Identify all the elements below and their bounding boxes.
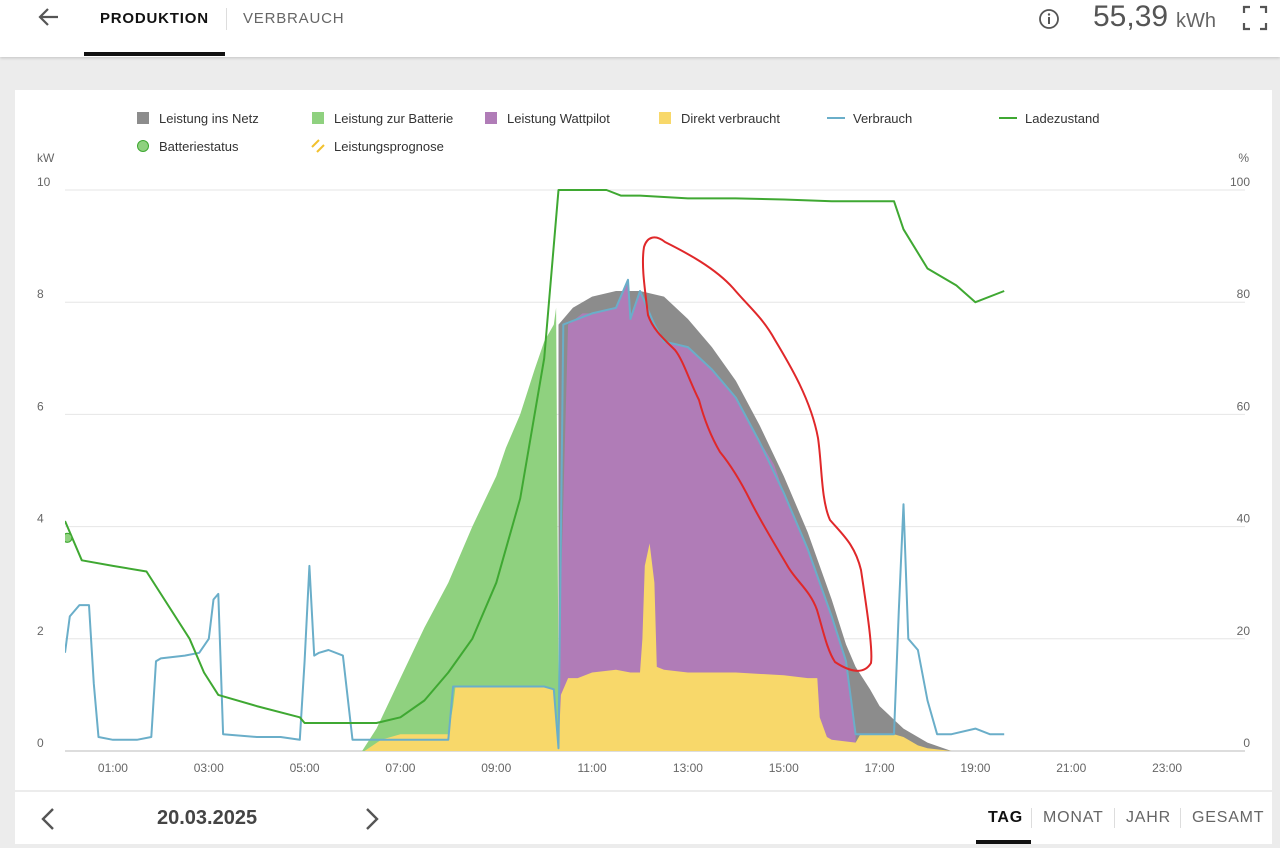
y-left-axis-label: kW [37,151,55,165]
y-right-tick-label: 80 [1237,287,1251,301]
legend-label: Batteriestatus [159,139,239,154]
x-tick-label: 07:00 [385,761,415,775]
legend-label: Leistung ins Netz [159,111,259,126]
legend-swatch [311,139,320,148]
period-tag[interactable]: TAG [988,809,1023,826]
legend-swatch [137,140,149,152]
bottom-bar: 20.03.2025 TAG MONAT JAHR GESAMT [15,792,1272,844]
x-tick-label: 01:00 [98,761,128,775]
legend-swatch [316,144,325,153]
y-left-tick-label: 10 [37,175,51,189]
legend-swatch [485,112,497,124]
date-label[interactable]: 20.03.2025 [157,807,258,829]
previous-day-button[interactable] [37,806,61,832]
y-right-tick-label: 20 [1237,624,1251,638]
y-left-tick-label: 8 [37,287,44,301]
y-left-tick-label: 4 [37,512,44,526]
period-gesamt[interactable]: GESAMT [1192,809,1265,826]
legend-label: Ladezustand [1025,111,1099,126]
chart-legend: Leistung ins Netz Leistung zur Batterie Le… [137,111,1099,154]
y-right-tick-label: 100 [1230,175,1250,189]
top-bar: PRODUKTION VERBRAUCH 55,39 kWh [0,0,1280,57]
y-right-tick-label: 40 [1237,512,1251,526]
legend-label: Leistungsprognose [334,139,444,154]
y-right-tick-label: 60 [1237,399,1251,413]
total-energy-unit: kWh [1176,10,1216,32]
tab-produktion[interactable]: PRODUKTION [100,10,209,27]
x-tick-label: 13:00 [673,761,703,775]
area-direkt-verbraucht [364,543,952,751]
chart-lines [65,189,1005,750]
y-left-tick-label: 2 [37,624,44,638]
fullscreen-icon[interactable] [1241,4,1269,32]
annotation-red-outline [641,236,873,672]
back-arrow-icon[interactable] [36,4,62,30]
x-tick-label: 03:00 [194,761,224,775]
production-chart: Leistung ins Netz Leistung zur Batterie Le… [37,111,1250,775]
legend-item: Leistung zur Batterie [312,111,453,126]
period-jahr[interactable]: JAHR [1126,809,1171,826]
line-verbrauch [65,278,1005,750]
legend-item: Direkt verbraucht [659,111,780,126]
x-tick-label: 23:00 [1152,761,1182,775]
x-tick-label: 11:00 [578,761,607,775]
battery-status-marker [65,532,73,543]
area-leistung-wattpilot [558,279,856,751]
tab-divider [226,8,227,30]
tab-verbrauch[interactable]: VERBRAUCH [243,10,345,27]
period-divider [1031,808,1032,828]
period-divider [1114,808,1115,828]
legend-item: Leistungsprognose [311,139,444,154]
x-tick-label: 15:00 [769,761,799,775]
period-monat[interactable]: MONAT [1043,809,1104,826]
chart-card: Leistung ins Netz Leistung zur Batterie Le… [15,90,1272,790]
y-left-tick-label: 0 [37,736,44,750]
legend-swatch [137,112,149,124]
y-right-axis-label: % [1238,151,1249,165]
total-energy-value: 55,39 [1093,0,1169,33]
chart-areas [362,279,952,751]
legend-item: Batteriestatus [137,139,239,154]
next-day-button[interactable] [359,806,383,832]
legend-item: Leistung ins Netz [137,111,259,126]
x-tick-label: 09:00 [481,761,511,775]
legend-item: Ladezustand [999,111,1099,126]
legend-label: Leistung Wattpilot [507,111,610,126]
legend-item: Verbrauch [827,111,912,126]
line-ladezustand [65,189,1005,724]
y-left-tick-label: 6 [37,399,44,413]
legend-swatch [659,112,671,124]
period-divider [1180,808,1181,828]
y-right-tick-label: 0 [1243,736,1250,750]
x-tick-label: 21:00 [1056,761,1086,775]
x-tick-label: 17:00 [865,761,895,775]
active-period-indicator [976,840,1031,844]
legend-item: Leistung Wattpilot [485,111,610,126]
active-tab-indicator [84,52,225,56]
area-leistung-zur-batterie [362,307,559,751]
x-tick-label: 05:00 [290,761,320,775]
legend-label: Direkt verbraucht [681,111,780,126]
legend-label: Verbrauch [853,111,912,126]
legend-label: Leistung zur Batterie [334,111,453,126]
x-tick-label: 19:00 [960,761,990,775]
info-icon[interactable] [1038,8,1060,30]
legend-swatch [312,112,324,124]
